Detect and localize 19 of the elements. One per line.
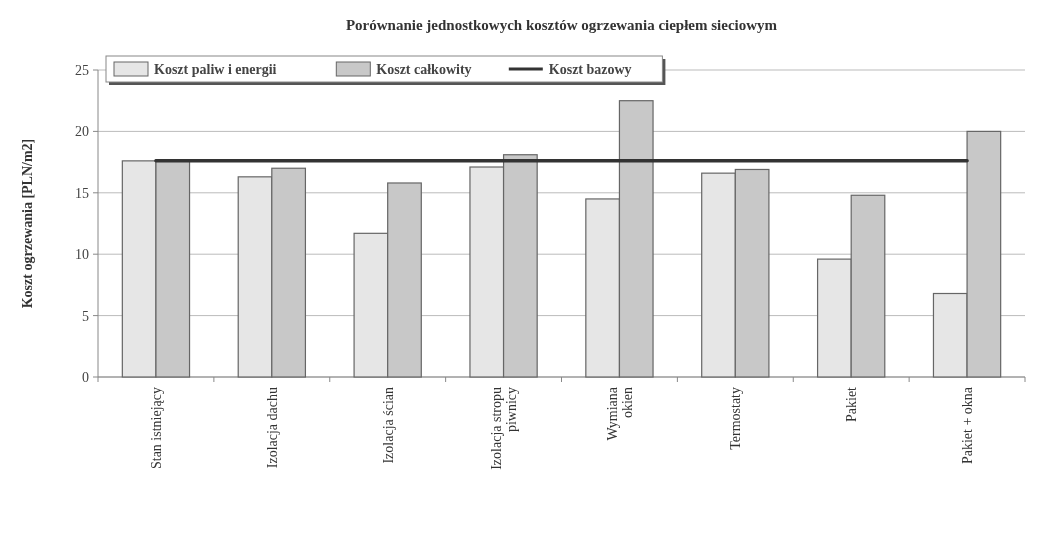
x-tick-label: Izolacja ścian [380,387,396,464]
y-tick-label: 5 [82,308,89,324]
x-tick-label: Izolacja dachu [264,387,280,469]
legend-label: Koszt bazowy [548,61,632,77]
legend-label: Koszt całkowity [376,61,472,77]
x-tick-label: Pakiet + okna [959,386,975,465]
y-tick-label: 10 [75,247,89,263]
x-tick-label: Stan istniejący [148,387,164,470]
y-tick-label: 20 [75,124,89,140]
x-tick-label: Termostaty [728,387,744,450]
x-tick-label: Wymiana okien [604,386,636,441]
x-tick-label: Pakiet [844,386,860,422]
y-axis-title: Koszt ogrzewania [PLN/m2] [20,138,35,309]
y-tick-label: 25 [75,62,89,78]
legend-label: Koszt paliw i energii [154,61,277,77]
y-tick-label: 15 [75,185,89,201]
y-tick-label: 0 [82,369,89,385]
x-tick-label: Izolacja stropu piwnicy [488,387,520,470]
chart-title: Porównanie jednostkowych kosztów ogrzewania ciepłem sieciowym [345,17,778,33]
